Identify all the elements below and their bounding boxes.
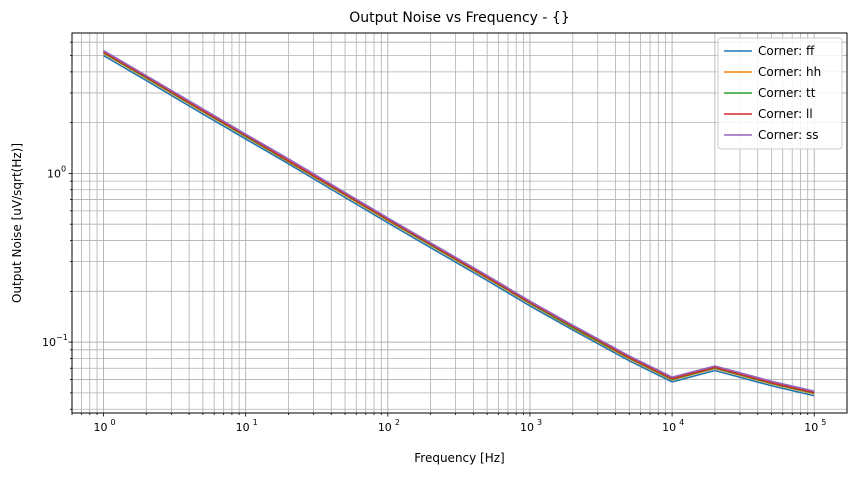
x-tick-label: 10 xyxy=(378,421,392,434)
legend-label: Corner: hh xyxy=(758,65,821,79)
y-tick-label: 10 xyxy=(42,336,56,349)
legend-box xyxy=(717,37,843,150)
axes-frame xyxy=(71,32,848,414)
axis-ticks: 10 0 10 1 10 2 10 3 10 4 10 510 010 −1 xyxy=(42,41,826,434)
legend-label: Corner: ff xyxy=(758,44,815,58)
series-line-1 xyxy=(103,54,815,397)
legend: Corner: ff Corner: hh Corner: tt Corner: ll… xyxy=(717,37,843,150)
series-line-4 xyxy=(103,51,815,394)
legend-label: Corner: ll xyxy=(758,107,813,121)
legend-entries: Corner: ff Corner: hh Corner: tt Corner: ll… xyxy=(724,44,821,142)
y-tick-label: 10 xyxy=(47,167,61,180)
plot-lines xyxy=(103,49,815,397)
x-tick-label: 10 xyxy=(520,421,534,434)
x-tick-label: 10 xyxy=(94,421,108,434)
x-tick-exponent: 3 xyxy=(537,418,542,427)
y-axis-label: Output Noise [uV/sqrt(Hz)] xyxy=(10,143,24,303)
y-tick-exponent: −1 xyxy=(56,333,68,342)
x-tick-label: 10 xyxy=(662,421,676,434)
x-tick-exponent: 0 xyxy=(111,418,116,427)
legend-label: Corner: ss xyxy=(758,128,819,142)
y-tick-exponent: 0 xyxy=(61,164,66,173)
x-axis-label: Frequency [Hz] xyxy=(414,451,505,465)
x-tick-exponent: 2 xyxy=(395,418,400,427)
x-tick-exponent: 4 xyxy=(679,418,684,427)
x-tick-label: 10 xyxy=(236,421,250,434)
x-tick-exponent: 1 xyxy=(253,418,258,427)
legend-label: Corner: tt xyxy=(758,86,816,100)
series-line-5 xyxy=(103,49,815,392)
x-tick-exponent: 5 xyxy=(821,418,826,427)
x-tick-label: 10 xyxy=(804,421,818,434)
chart-title: Output Noise vs Frequency - {} xyxy=(349,10,570,26)
